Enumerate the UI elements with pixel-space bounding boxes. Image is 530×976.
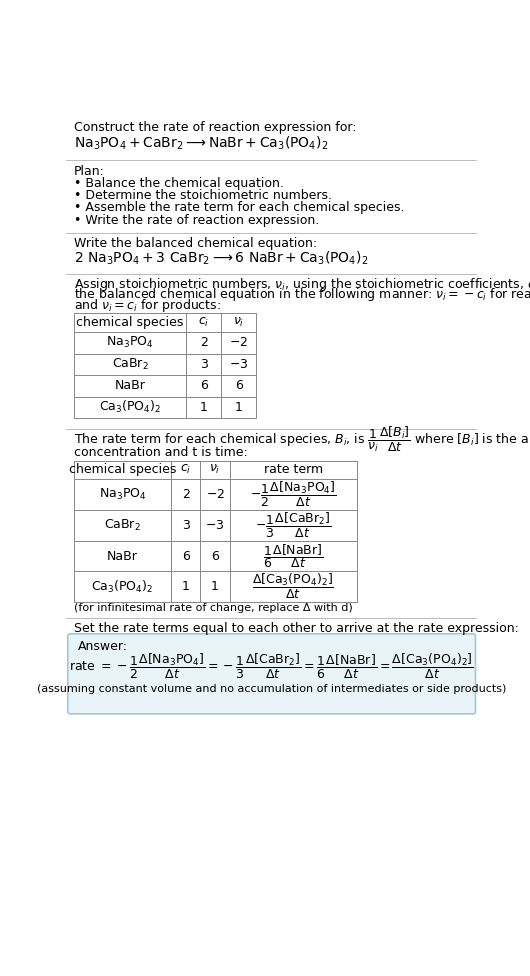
Text: 1: 1 (211, 581, 219, 593)
Text: 6: 6 (182, 549, 190, 562)
Text: $\dfrac{\Delta[\mathrm{Ca_3(PO_4)_2}]}{\Delta t}$: $\dfrac{\Delta[\mathrm{Ca_3(PO_4)_2}]}{\… (252, 572, 334, 601)
Text: 6: 6 (211, 549, 219, 562)
Text: Plan:: Plan: (74, 165, 105, 178)
Text: $\mathrm{Na_3PO_4}$: $\mathrm{Na_3PO_4}$ (99, 487, 146, 502)
Text: 2: 2 (182, 488, 190, 501)
Text: $c_i$: $c_i$ (198, 316, 209, 329)
Text: • Write the rate of reaction expression.: • Write the rate of reaction expression. (74, 214, 319, 226)
Text: • Assemble the rate term for each chemical species.: • Assemble the rate term for each chemic… (74, 201, 404, 215)
Text: Write the balanced chemical equation:: Write the balanced chemical equation: (74, 237, 317, 250)
Text: 3: 3 (182, 518, 190, 532)
Text: $-3$: $-3$ (205, 518, 225, 532)
Text: $\mathrm{Na_3PO_4}$: $\mathrm{Na_3PO_4}$ (107, 335, 154, 350)
Text: 1: 1 (182, 581, 190, 593)
Text: $-3$: $-3$ (229, 358, 249, 371)
Text: $\mathrm{Ca_3(PO_4)_2}$: $\mathrm{Ca_3(PO_4)_2}$ (91, 579, 154, 594)
Text: $-2$: $-2$ (229, 336, 248, 349)
Text: concentration and t is time:: concentration and t is time: (74, 446, 248, 460)
Text: 6: 6 (235, 380, 243, 392)
Bar (74, 313, 256, 418)
Text: $\mathrm{2\ Na_3PO_4 + 3\ CaBr_2 \longrightarrow 6\ NaBr + Ca_3(PO_4)_2}$: $\mathrm{2\ Na_3PO_4 + 3\ CaBr_2 \longri… (74, 250, 368, 267)
Text: $\dfrac{1}{6}\dfrac{\Delta[\mathrm{NaBr}]}{\Delta t}$: $\dfrac{1}{6}\dfrac{\Delta[\mathrm{NaBr}… (263, 542, 324, 570)
Text: (for infinitesimal rate of change, replace Δ with d): (for infinitesimal rate of change, repla… (74, 602, 353, 613)
Text: 3: 3 (200, 358, 208, 371)
Text: $\mathrm{CaBr_2}$: $\mathrm{CaBr_2}$ (104, 517, 141, 533)
Text: $\mathrm{Na_3PO_4 + CaBr_2 \longrightarrow NaBr + Ca_3(PO_4)_2}$: $\mathrm{Na_3PO_4 + CaBr_2 \longrightarr… (74, 135, 328, 152)
Text: Set the rate terms equal to each other to arrive at the rate expression:: Set the rate terms equal to each other t… (74, 622, 519, 635)
Text: chemical species: chemical species (69, 464, 176, 476)
Text: Assign stoichiometric numbers, $\nu_i$, using the stoichiometric coefficients, $: Assign stoichiometric numbers, $\nu_i$, … (74, 275, 530, 293)
Text: 1: 1 (200, 401, 208, 414)
Text: 2: 2 (200, 336, 208, 349)
Text: The rate term for each chemical species, $B_i$, is $\dfrac{1}{\nu_i}\dfrac{\Delt: The rate term for each chemical species,… (74, 425, 530, 454)
Text: $c_i$: $c_i$ (180, 464, 191, 476)
Text: the balanced chemical equation in the following manner: $\nu_i = -c_i$ for react: the balanced chemical equation in the fo… (74, 287, 530, 304)
Text: rate $= -\dfrac{1}{2}\dfrac{\Delta[\mathrm{Na_3PO_4}]}{\Delta t} = -\dfrac{1}{3}: rate $= -\dfrac{1}{2}\dfrac{\Delta[\math… (69, 652, 474, 680)
Text: $-\dfrac{1}{3}\dfrac{\Delta[\mathrm{CaBr_2}]}{\Delta t}$: $-\dfrac{1}{3}\dfrac{\Delta[\mathrm{CaBr… (255, 510, 332, 540)
Text: rate term: rate term (264, 464, 323, 476)
Text: NaBr: NaBr (107, 549, 138, 562)
Text: chemical species: chemical species (76, 316, 184, 329)
Text: Construct the rate of reaction expression for:: Construct the rate of reaction expressio… (74, 121, 357, 135)
Text: Answer:: Answer: (78, 639, 128, 653)
Text: $-2$: $-2$ (206, 488, 225, 501)
Bar (74, 461, 357, 602)
Text: • Balance the chemical equation.: • Balance the chemical equation. (74, 177, 284, 190)
Text: $\mathrm{Ca_3(PO_4)_2}$: $\mathrm{Ca_3(PO_4)_2}$ (99, 399, 161, 416)
Text: $\nu_i$: $\nu_i$ (209, 464, 220, 476)
Text: • Determine the stoichiometric numbers.: • Determine the stoichiometric numbers. (74, 189, 332, 202)
Text: $\mathrm{CaBr_2}$: $\mathrm{CaBr_2}$ (112, 357, 148, 372)
FancyBboxPatch shape (68, 633, 475, 713)
Text: and $\nu_i = c_i$ for products:: and $\nu_i = c_i$ for products: (74, 298, 221, 314)
Text: 6: 6 (200, 380, 208, 392)
Text: 1: 1 (235, 401, 243, 414)
Text: $\nu_i$: $\nu_i$ (233, 316, 244, 329)
Text: (assuming constant volume and no accumulation of intermediates or side products): (assuming constant volume and no accumul… (37, 684, 506, 694)
Text: $-\dfrac{1}{2}\dfrac{\Delta[\mathrm{Na_3PO_4}]}{\Delta t}$: $-\dfrac{1}{2}\dfrac{\Delta[\mathrm{Na_3… (250, 480, 337, 508)
Text: NaBr: NaBr (115, 380, 146, 392)
